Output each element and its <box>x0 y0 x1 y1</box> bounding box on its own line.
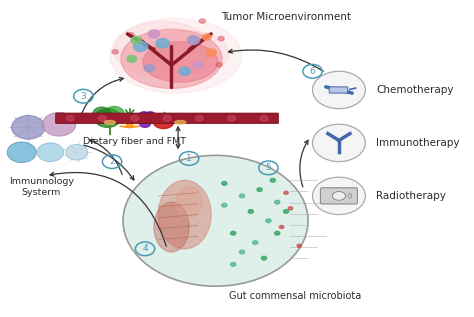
Circle shape <box>202 34 211 40</box>
Circle shape <box>193 61 203 68</box>
Circle shape <box>112 50 118 54</box>
Circle shape <box>127 55 137 62</box>
Text: Immunotherapy: Immunotherapy <box>376 138 460 148</box>
Circle shape <box>270 178 275 182</box>
Circle shape <box>253 241 258 244</box>
Ellipse shape <box>104 120 115 124</box>
Circle shape <box>261 256 267 260</box>
Ellipse shape <box>121 29 222 88</box>
Text: Gut commensal microbiota: Gut commensal microbiota <box>229 291 361 301</box>
FancyBboxPatch shape <box>329 87 348 93</box>
Circle shape <box>239 194 245 198</box>
Ellipse shape <box>114 22 211 78</box>
Text: Dietary fiber and FMT: Dietary fiber and FMT <box>82 137 185 146</box>
Circle shape <box>248 210 254 213</box>
Circle shape <box>66 145 88 160</box>
Circle shape <box>257 188 262 191</box>
Text: Tumor Microenvironment: Tumor Microenvironment <box>221 12 351 22</box>
Circle shape <box>230 262 236 266</box>
Circle shape <box>260 115 268 121</box>
Circle shape <box>274 200 280 204</box>
Circle shape <box>148 30 160 38</box>
Circle shape <box>145 112 155 119</box>
Text: Chemotherapy: Chemotherapy <box>376 85 454 95</box>
Ellipse shape <box>143 42 218 82</box>
Circle shape <box>42 113 76 136</box>
Circle shape <box>139 112 149 119</box>
Circle shape <box>218 36 224 41</box>
Circle shape <box>216 62 222 67</box>
Circle shape <box>144 64 155 72</box>
Circle shape <box>128 33 134 37</box>
Circle shape <box>94 109 121 127</box>
Circle shape <box>37 143 64 162</box>
Circle shape <box>131 115 139 121</box>
Circle shape <box>179 67 191 75</box>
Circle shape <box>7 142 36 163</box>
Circle shape <box>288 207 292 210</box>
Circle shape <box>104 107 124 120</box>
FancyArrowPatch shape <box>120 116 139 128</box>
Circle shape <box>93 107 111 120</box>
Circle shape <box>274 231 280 235</box>
Circle shape <box>123 155 308 286</box>
Circle shape <box>134 42 148 51</box>
Ellipse shape <box>176 186 202 218</box>
Circle shape <box>195 115 203 121</box>
Circle shape <box>11 115 45 139</box>
Text: 5: 5 <box>265 163 271 172</box>
Circle shape <box>199 19 205 23</box>
Text: 2: 2 <box>109 157 115 166</box>
Text: 3: 3 <box>81 92 86 101</box>
Circle shape <box>284 191 288 194</box>
Circle shape <box>99 115 107 121</box>
Circle shape <box>140 120 150 127</box>
Circle shape <box>280 225 284 229</box>
Ellipse shape <box>175 120 186 124</box>
FancyBboxPatch shape <box>55 113 279 124</box>
Circle shape <box>312 124 365 162</box>
FancyBboxPatch shape <box>320 188 357 204</box>
Circle shape <box>228 115 236 121</box>
Circle shape <box>153 114 174 129</box>
Circle shape <box>163 115 171 121</box>
Circle shape <box>131 36 142 44</box>
Circle shape <box>297 244 301 247</box>
Text: Radiotherapy: Radiotherapy <box>376 191 446 201</box>
Circle shape <box>312 71 365 109</box>
Circle shape <box>206 49 217 56</box>
Circle shape <box>230 231 236 235</box>
Circle shape <box>143 116 154 123</box>
Circle shape <box>66 115 74 121</box>
Text: 4: 4 <box>142 244 148 253</box>
Circle shape <box>187 36 200 44</box>
Ellipse shape <box>348 193 352 198</box>
Text: 1: 1 <box>186 154 192 163</box>
Text: Immunnology
Systerm: Immunnology Systerm <box>9 177 74 197</box>
Ellipse shape <box>110 18 242 93</box>
Circle shape <box>156 39 169 48</box>
Circle shape <box>222 182 227 185</box>
Circle shape <box>283 210 289 213</box>
Circle shape <box>266 219 271 223</box>
Circle shape <box>222 203 227 207</box>
Text: 6: 6 <box>310 67 315 76</box>
Ellipse shape <box>332 191 346 200</box>
Circle shape <box>312 177 365 215</box>
Ellipse shape <box>149 31 229 74</box>
Circle shape <box>239 250 245 254</box>
Ellipse shape <box>158 180 211 249</box>
Circle shape <box>135 116 145 123</box>
Ellipse shape <box>154 202 189 252</box>
